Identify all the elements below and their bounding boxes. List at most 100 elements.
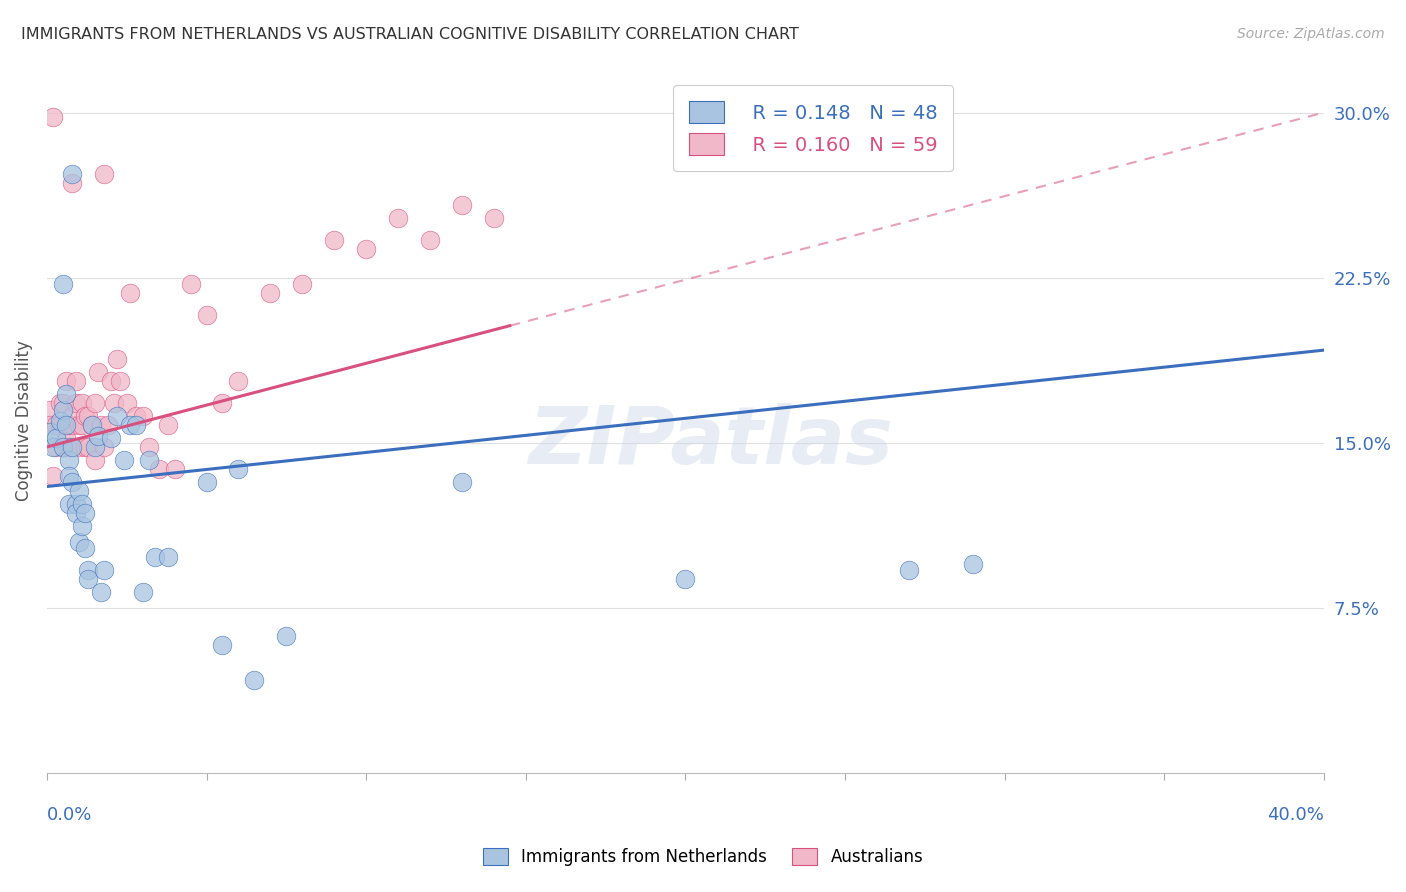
Point	[70, 396, 93, 410]
Point	[48, 417, 70, 432]
Point	[157, 549, 180, 564]
Point	[131, 585, 153, 599]
Point	[65, 374, 87, 388]
Point	[45, 440, 67, 454]
Point	[118, 417, 141, 432]
Point	[100, 374, 122, 388]
Point	[39, 417, 62, 432]
Text: 40.0%: 40.0%	[1267, 806, 1324, 824]
Point	[87, 429, 110, 443]
Point	[228, 462, 250, 476]
Point	[45, 417, 67, 432]
Point	[118, 285, 141, 300]
Point	[276, 629, 298, 643]
Point	[93, 563, 115, 577]
Point	[45, 431, 67, 445]
Point	[291, 277, 314, 292]
Point	[75, 541, 97, 555]
Text: IMMIGRANTS FROM NETHERLANDS VS AUSTRALIAN COGNITIVE DISABILITY CORRELATION CHART: IMMIGRANTS FROM NETHERLANDS VS AUSTRALIA…	[21, 27, 799, 42]
Point	[62, 417, 84, 432]
Point	[419, 233, 441, 247]
Point	[673, 572, 696, 586]
Point	[77, 572, 100, 586]
Point	[67, 534, 90, 549]
Point	[62, 475, 84, 489]
Point	[58, 440, 80, 454]
Point	[62, 176, 84, 190]
Point	[138, 453, 160, 467]
Point	[58, 497, 80, 511]
Point	[77, 409, 100, 423]
Point	[80, 417, 103, 432]
Point	[110, 374, 132, 388]
Point	[55, 374, 77, 388]
Point	[39, 425, 62, 439]
Point	[62, 167, 84, 181]
Y-axis label: Cognitive Disability: Cognitive Disability	[15, 340, 32, 501]
Point	[48, 413, 70, 427]
Point	[77, 440, 100, 454]
Point	[70, 519, 93, 533]
Point	[451, 198, 474, 212]
Point	[387, 211, 409, 226]
Point	[451, 475, 474, 489]
Text: Source: ZipAtlas.com: Source: ZipAtlas.com	[1237, 27, 1385, 41]
Point	[211, 638, 233, 652]
Point	[115, 396, 138, 410]
Point	[58, 453, 80, 467]
Point	[55, 431, 77, 445]
Point	[962, 557, 984, 571]
Point	[259, 285, 281, 300]
Point	[125, 417, 148, 432]
Point	[70, 417, 93, 432]
Point	[75, 409, 97, 423]
Point	[163, 462, 186, 476]
Point	[62, 440, 84, 454]
Point	[42, 440, 65, 454]
Point	[180, 277, 202, 292]
Point	[148, 462, 170, 476]
Point	[93, 440, 115, 454]
Point	[87, 365, 110, 379]
Point	[65, 506, 87, 520]
Point	[80, 417, 103, 432]
Point	[243, 673, 266, 687]
Point	[52, 440, 75, 454]
Point	[65, 396, 87, 410]
Point	[131, 409, 153, 423]
Point	[58, 417, 80, 432]
Point	[96, 417, 118, 432]
Point	[52, 277, 75, 292]
Legend: Immigrants from Netherlands, Australians: Immigrants from Netherlands, Australians	[470, 834, 936, 880]
Point	[125, 409, 148, 423]
Point	[83, 453, 105, 467]
Point	[228, 374, 250, 388]
Point	[75, 506, 97, 520]
Point	[65, 497, 87, 511]
Point	[90, 417, 112, 432]
Point	[70, 497, 93, 511]
Point	[897, 563, 920, 577]
Point	[52, 396, 75, 410]
Point	[67, 483, 90, 498]
Point	[145, 549, 167, 564]
Point	[55, 417, 77, 432]
Point	[42, 110, 65, 124]
Point	[105, 409, 128, 423]
Point	[42, 468, 65, 483]
Point	[323, 233, 346, 247]
Point	[100, 431, 122, 445]
Point	[62, 409, 84, 423]
Point	[58, 468, 80, 483]
Point	[157, 417, 180, 432]
Point	[67, 440, 90, 454]
Point	[93, 167, 115, 181]
Point	[48, 396, 70, 410]
Text: 0.0%: 0.0%	[46, 806, 93, 824]
Point	[103, 396, 125, 410]
Point	[77, 563, 100, 577]
Point	[90, 585, 112, 599]
Point	[195, 475, 218, 489]
Point	[52, 440, 75, 454]
Point	[195, 308, 218, 322]
